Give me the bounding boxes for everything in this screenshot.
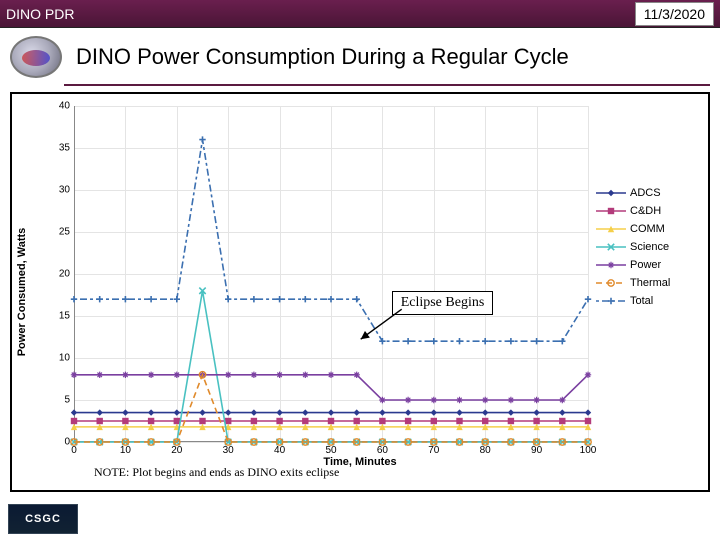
x-tick: 10 <box>120 445 131 456</box>
legend-item: Total <box>596 292 704 310</box>
legend-item: C&DH <box>596 202 704 220</box>
x-tick: 30 <box>223 445 234 456</box>
y-axis-label: Power Consumed, Watts <box>16 228 28 357</box>
x-tick: 100 <box>580 445 597 456</box>
legend-swatch-icon <box>596 277 626 289</box>
y-tick: 25 <box>54 227 70 238</box>
y-tick: 5 <box>54 395 70 406</box>
legend-item: Power <box>596 256 704 274</box>
title-divider <box>64 84 710 86</box>
legend-label: Science <box>630 241 669 253</box>
legend-label: COMM <box>630 223 665 235</box>
legend-label: C&DH <box>630 205 661 217</box>
legend-swatch-icon <box>596 223 626 235</box>
legend-swatch-icon <box>596 241 626 253</box>
slide: DINO PDR 11/3/2020 DINO Power Consumptio… <box>0 0 720 540</box>
legend-item: Thermal <box>596 274 704 292</box>
csgc-logo-icon: CSGC <box>8 504 78 534</box>
legend-swatch-icon <box>596 259 626 271</box>
header-left: DINO PDR <box>6 6 74 22</box>
legend-item: COMM <box>596 220 704 238</box>
eclipse-callout: Eclipse Begins <box>392 291 494 315</box>
y-tick: 20 <box>54 269 70 280</box>
legend-swatch-icon <box>596 295 626 307</box>
chart-note: NOTE: Plot begins and ends as DINO exits… <box>94 465 339 480</box>
y-tick: 15 <box>54 311 70 322</box>
page-title: DINO Power Consumption During a Regular … <box>76 44 569 70</box>
title-row: DINO Power Consumption During a Regular … <box>0 28 720 82</box>
x-tick: 50 <box>325 445 336 456</box>
legend-swatch-icon <box>596 187 626 199</box>
footer-logo-text: CSGC <box>25 513 61 525</box>
chart-series <box>74 106 588 442</box>
x-tick: 90 <box>531 445 542 456</box>
x-tick: 70 <box>428 445 439 456</box>
chart-frame: Power Consumed, Watts 0 5 10 15 20 25 30 35 40 0… <box>10 92 710 492</box>
legend-label: Total <box>630 295 653 307</box>
legend-label: Thermal <box>630 277 670 289</box>
y-tick: 35 <box>54 143 70 154</box>
y-tick: 10 <box>54 353 70 364</box>
header-date: 11/3/2020 <box>635 2 714 26</box>
legend-label: ADCS <box>630 187 661 199</box>
chart-plot-area: Eclipse Begins <box>74 106 588 442</box>
legend-item: ADCS <box>596 184 704 202</box>
legend-item: Science <box>596 238 704 256</box>
y-tick: 0 <box>54 437 70 448</box>
x-tick: 40 <box>274 445 285 456</box>
legend-label: Power <box>630 259 661 271</box>
y-tick: 30 <box>54 185 70 196</box>
chart-legend: ADCS C&DH COMM Science Power Thermal Total <box>596 184 704 310</box>
x-tick: 60 <box>377 445 388 456</box>
y-tick: 40 <box>54 101 70 112</box>
x-tick: 20 <box>171 445 182 456</box>
x-tick: 0 <box>71 445 77 456</box>
callout-text: Eclipse Begins <box>401 295 485 310</box>
header-bar: DINO PDR 11/3/2020 <box>0 0 720 28</box>
legend-swatch-icon <box>596 205 626 217</box>
dino-logo-icon <box>10 36 62 78</box>
x-tick: 80 <box>480 445 491 456</box>
